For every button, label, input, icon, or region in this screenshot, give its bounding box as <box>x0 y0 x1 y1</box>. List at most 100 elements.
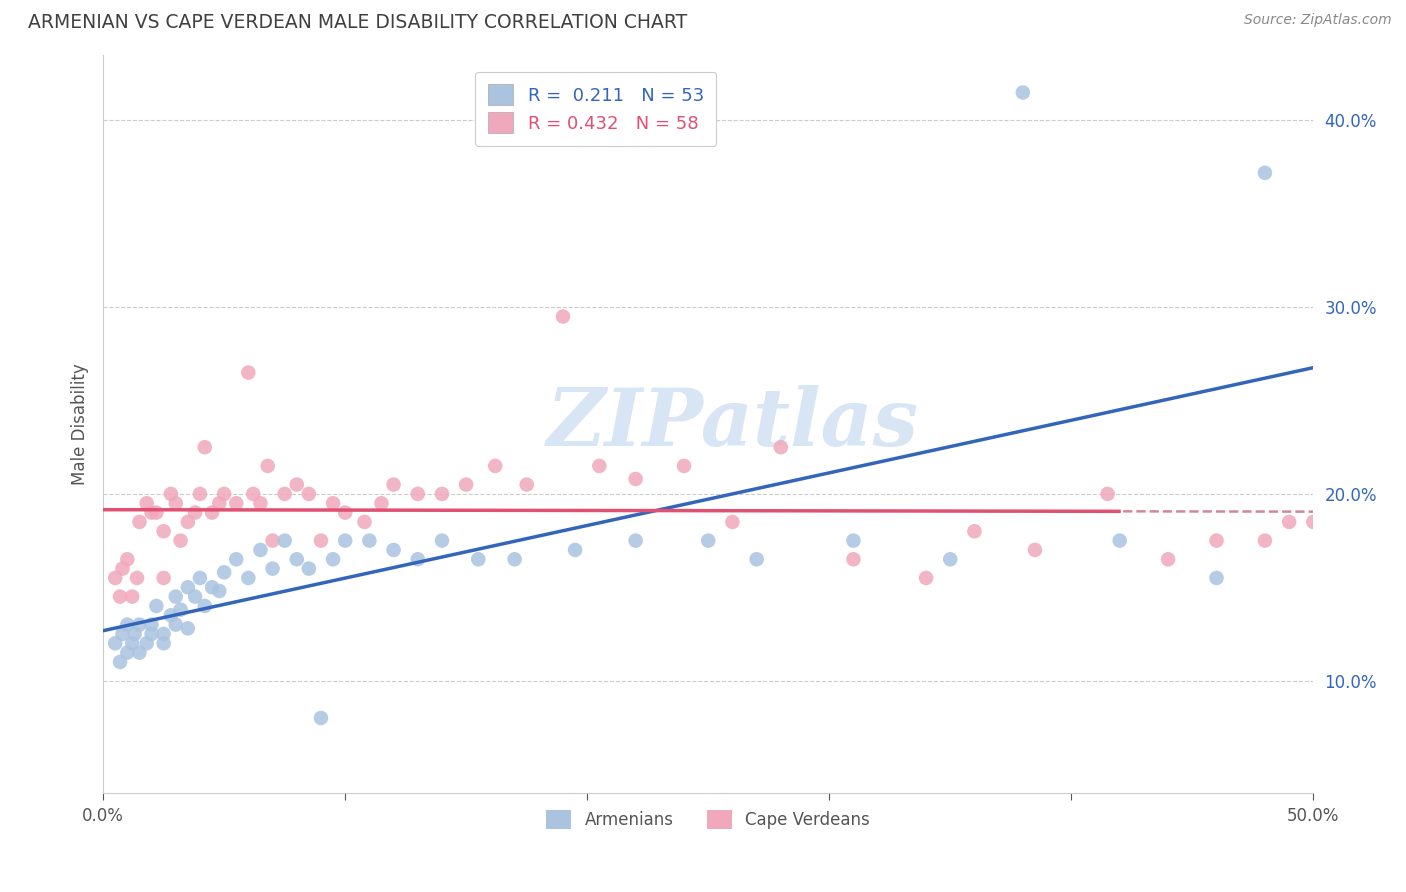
Point <box>145 506 167 520</box>
Point <box>165 590 187 604</box>
Point <box>467 552 489 566</box>
Point <box>184 590 207 604</box>
Point <box>188 487 211 501</box>
Point <box>588 458 610 473</box>
Point <box>359 533 381 548</box>
Point <box>108 655 131 669</box>
Point <box>721 515 744 529</box>
Point <box>309 533 332 548</box>
Point <box>915 571 938 585</box>
Point <box>111 627 134 641</box>
Point <box>382 477 405 491</box>
Point <box>128 515 150 529</box>
Point <box>1254 533 1277 548</box>
Point <box>242 487 264 501</box>
Point <box>697 533 720 548</box>
Point <box>152 636 174 650</box>
Point <box>322 552 344 566</box>
Point <box>212 487 235 501</box>
Point <box>298 487 321 501</box>
Point <box>169 533 191 548</box>
Point <box>121 636 143 650</box>
Point <box>516 477 538 491</box>
Point <box>564 543 586 558</box>
Point <box>370 496 392 510</box>
Point <box>1205 533 1227 548</box>
Point <box>111 561 134 575</box>
Point <box>117 646 139 660</box>
Point <box>108 590 131 604</box>
Point <box>201 580 224 594</box>
Point <box>104 636 127 650</box>
Point <box>135 496 157 510</box>
Point <box>1302 515 1324 529</box>
Point <box>188 571 211 585</box>
Point <box>262 533 284 548</box>
Point <box>212 566 235 580</box>
Point <box>208 584 231 599</box>
Point <box>256 458 278 473</box>
Point <box>1278 515 1301 529</box>
Point <box>152 627 174 641</box>
Point <box>624 533 647 548</box>
Point <box>238 571 260 585</box>
Point <box>145 599 167 613</box>
Point <box>333 533 356 548</box>
Point <box>141 627 163 641</box>
Point <box>124 627 146 641</box>
Point <box>353 515 375 529</box>
Point <box>169 602 191 616</box>
Point <box>135 636 157 650</box>
Point <box>262 561 284 575</box>
Point <box>165 617 187 632</box>
Point <box>1024 543 1046 558</box>
Point <box>285 552 308 566</box>
Point <box>141 506 163 520</box>
Point <box>430 533 453 548</box>
Point <box>160 487 183 501</box>
Point <box>249 543 271 558</box>
Point <box>104 571 127 585</box>
Point <box>406 552 429 566</box>
Point <box>273 487 295 501</box>
Point <box>194 440 217 454</box>
Point <box>673 458 696 473</box>
Point <box>333 506 356 520</box>
Point <box>152 524 174 539</box>
Point <box>249 496 271 510</box>
Point <box>322 496 344 510</box>
Point <box>382 543 405 558</box>
Point <box>225 496 247 510</box>
Text: ARMENIAN VS CAPE VERDEAN MALE DISABILITY CORRELATION CHART: ARMENIAN VS CAPE VERDEAN MALE DISABILITY… <box>28 13 688 32</box>
Text: Source: ZipAtlas.com: Source: ZipAtlas.com <box>1244 13 1392 28</box>
Point <box>842 533 865 548</box>
Point <box>406 487 429 501</box>
Point <box>225 552 247 566</box>
Point <box>208 496 231 510</box>
Point <box>177 515 200 529</box>
Point <box>769 440 792 454</box>
Point <box>184 506 207 520</box>
Point <box>128 617 150 632</box>
Point <box>503 552 526 566</box>
Point <box>117 617 139 632</box>
Y-axis label: Male Disability: Male Disability <box>72 363 89 484</box>
Point <box>152 571 174 585</box>
Point <box>1097 487 1119 501</box>
Point <box>551 310 574 324</box>
Legend: Armenians, Cape Verdeans: Armenians, Cape Verdeans <box>540 804 877 836</box>
Point <box>745 552 768 566</box>
Point <box>201 506 224 520</box>
Point <box>939 552 962 566</box>
Point <box>273 533 295 548</box>
Point <box>160 608 183 623</box>
Point <box>1254 166 1277 180</box>
Point <box>121 590 143 604</box>
Point <box>165 496 187 510</box>
Point <box>177 580 200 594</box>
Point <box>624 472 647 486</box>
Point <box>194 599 217 613</box>
Point <box>1108 533 1130 548</box>
Point <box>141 617 163 632</box>
Point <box>128 646 150 660</box>
